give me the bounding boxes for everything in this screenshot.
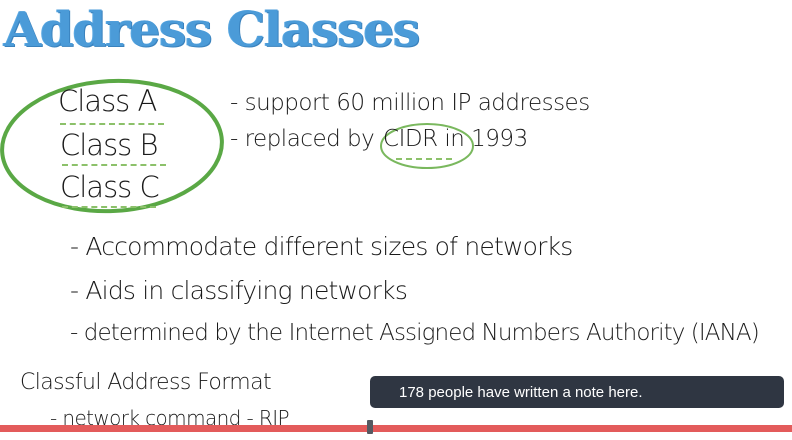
cidr-underline [396, 158, 452, 160]
replaced-suffix: in 1993 [444, 126, 528, 152]
slide-title: Address Classes [4, 2, 420, 58]
class-note-support: - support 60 million IP addresses [230, 90, 590, 116]
bullet-accommodate: - Accommodate different sizes of network… [70, 232, 573, 261]
notes-popup-text: 178 people have written a note here. [399, 383, 643, 401]
video-progress-bar[interactable] [0, 425, 792, 432]
replaced-prefix: - replaced by [230, 126, 375, 152]
video-progress-handle[interactable] [367, 420, 373, 434]
classes-circle [0, 78, 224, 214]
classful-heading: Classful Address Format [20, 370, 272, 395]
bullet-aids: - Aids in classifying networks [70, 276, 408, 305]
class-a-underline [60, 123, 164, 125]
cidr-word: CIDR [383, 126, 438, 152]
class-c-label: Class C [60, 170, 160, 204]
class-b-label: Class B [60, 128, 159, 162]
cidr-circle [380, 123, 474, 169]
notes-popup[interactable]: 178 people have written a note here. [370, 376, 784, 408]
bullet-iana: - determined by the Internet Assigned Nu… [70, 320, 760, 346]
class-a-label: Class A [58, 84, 157, 118]
class-note-replaced: - replaced by CIDR in 1993 [230, 126, 528, 152]
class-c-underline [62, 206, 156, 208]
class-b-underline [62, 164, 166, 166]
